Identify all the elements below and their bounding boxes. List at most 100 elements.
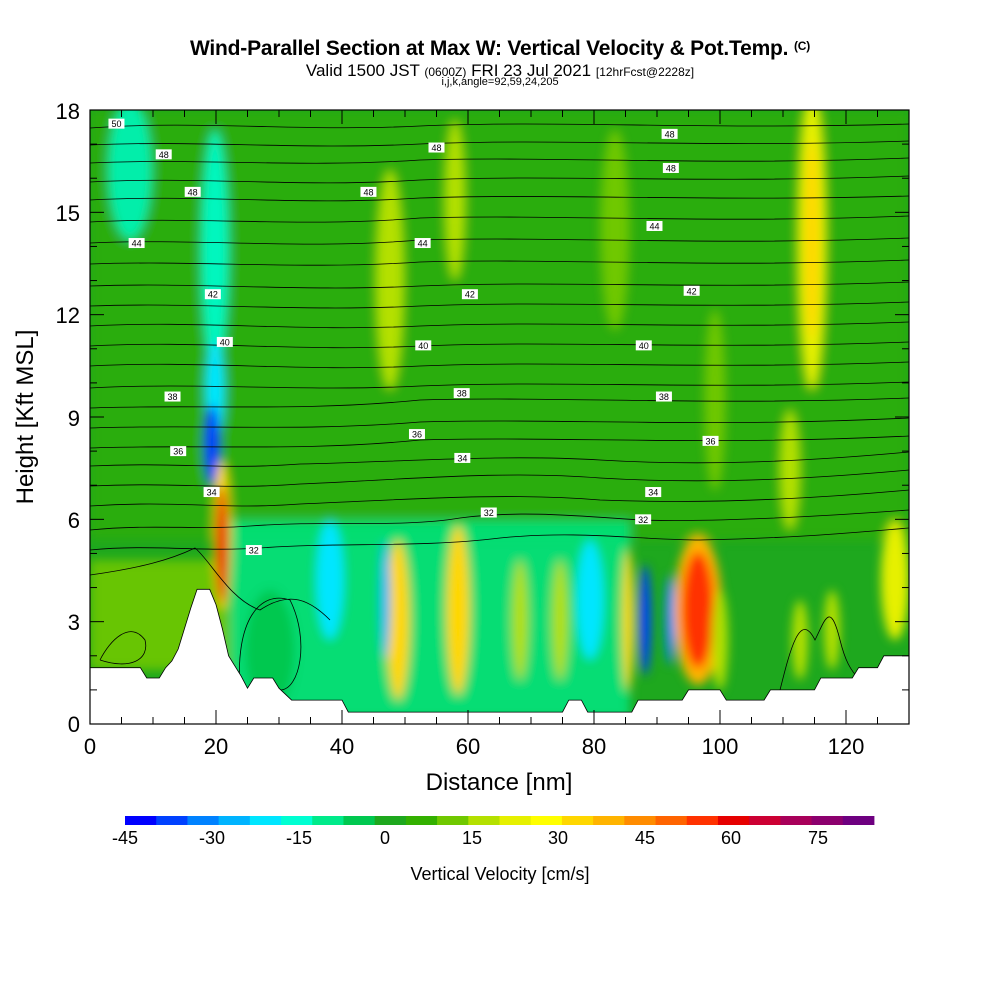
x-tick-label: 120 [828, 734, 865, 759]
theta-contour-label: 34 [203, 487, 220, 498]
x-tick-label: 0 [84, 734, 96, 759]
x-axis-label: Distance [nm] [426, 769, 573, 796]
theta-contour-label-text: 48 [363, 187, 373, 197]
colorbar-tick-label: 30 [548, 828, 568, 848]
colorbar-swatch [499, 816, 532, 825]
y-axis-tick-labels: 0 3 6 9 12 15 18 [56, 99, 80, 737]
theta-contour-label: 32 [635, 514, 652, 525]
theta-contour-label: 40 [216, 336, 233, 347]
colorbar-tick-label: 45 [635, 828, 655, 848]
theta-contour-label: 42 [204, 289, 221, 300]
theta-contour-label: 32 [245, 545, 262, 556]
contour-labels: 50 48 48 48 48 48 48 44 44 44 42 42 42 40 40 40 38 38 38 36… [108, 118, 719, 556]
colorbar-tick-labels: -45 -30 -15 0 15 30 45 60 75 [112, 828, 828, 848]
colorbar-swatch [281, 816, 313, 825]
theta-contour-label-text: 36 [412, 430, 422, 440]
theta-contour-label: 40 [415, 340, 432, 351]
colorbar-swatch [530, 816, 563, 825]
theta-contour-label-text: 44 [649, 221, 659, 231]
colorbar-swatch [343, 816, 376, 825]
theta-contour-label: 42 [683, 285, 700, 296]
theta-contour-label: 48 [184, 186, 201, 197]
colorbar-swatch [749, 816, 781, 825]
axis-ticks [89, 109, 910, 725]
colorbar-swatch [593, 816, 625, 825]
theta-contour-label: 44 [646, 220, 663, 231]
theta-contour-label: 34 [454, 452, 471, 463]
theta-contour-label-text: 38 [659, 392, 669, 402]
theta-contour-label-text: 32 [638, 515, 648, 525]
colorbar-swatch [218, 816, 251, 825]
colorbar-tick-label: 0 [380, 828, 390, 848]
theta-contour-label-text: 34 [457, 453, 467, 463]
theta-contour-label-text: 36 [706, 436, 716, 446]
vertical-velocity-field [90, 110, 909, 724]
colorbar-swatch [842, 816, 875, 825]
x-tick-label: 20 [204, 734, 228, 759]
colorbar-swatch [405, 816, 438, 825]
colorbar-swatch [468, 816, 500, 825]
colorbar-swatch [717, 816, 750, 825]
colorbar-swatch [561, 816, 594, 825]
theta-contour-label-text: 40 [220, 337, 230, 347]
potential-temperature-contours [90, 123, 909, 691]
theta-contour-label-text: 48 [159, 150, 169, 160]
theta-contour-label: 44 [414, 238, 431, 249]
theta-contour-label: 36 [408, 429, 425, 440]
colorbar-swatch [811, 816, 844, 825]
theta-contour-label: 48 [428, 142, 445, 153]
colorbar-tick-label: -15 [286, 828, 312, 848]
theta-contour-label-text: 48 [188, 187, 198, 197]
chart-indices: i,j,k,angle=92,59,24,205 [441, 76, 559, 88]
y-tick-label: 3 [68, 610, 80, 635]
y-tick-label: 9 [68, 406, 80, 431]
chart-title: Wind-Parallel Section at Max W: Vertical… [189, 37, 811, 60]
theta-contour-label: 40 [635, 340, 652, 351]
colorbar-swatch [655, 816, 688, 825]
theta-contour-label: 48 [662, 162, 679, 173]
theta-contour-label: 36 [702, 435, 719, 446]
colorbar-tick-label: 60 [721, 828, 741, 848]
colorbar-swatch [312, 816, 344, 825]
theta-contour-label-text: 44 [132, 239, 142, 249]
theta-contour-label: 44 [128, 238, 145, 249]
theta-contour-label-text: 40 [639, 341, 649, 351]
x-tick-label: 60 [456, 734, 480, 759]
colorbar-swatch [780, 816, 812, 825]
y-tick-label: 15 [56, 201, 80, 226]
colorbar [125, 816, 875, 825]
theta-contour-label-text: 40 [418, 341, 428, 351]
colorbar-swatch [624, 816, 656, 825]
theta-contour-label-text: 48 [665, 129, 675, 139]
theta-contour-label: 32 [480, 507, 497, 518]
theta-contour-label: 48 [360, 186, 377, 197]
theta-contour-label: 50 [108, 118, 125, 129]
theta-contour-label: 38 [453, 388, 470, 399]
theta-contour-label-text: 50 [111, 119, 121, 129]
theta-contour-label-text: 38 [168, 392, 178, 402]
colorbar-tick-label: -30 [199, 828, 225, 848]
colorbar-tick-label: 75 [808, 828, 828, 848]
theta-contour-label-text: 34 [648, 488, 658, 498]
colorbar-swatch [374, 816, 407, 825]
colorbar-swatch [686, 816, 719, 825]
x-tick-label: 100 [702, 734, 739, 759]
x-tick-label: 40 [330, 734, 354, 759]
x-tick-label: 80 [582, 734, 606, 759]
colorbar-swatch [156, 816, 188, 825]
theta-contour-label-text: 32 [484, 508, 494, 518]
y-tick-label: 0 [68, 712, 80, 737]
x-axis-tick-labels: 0 20 40 60 80 100 120 [84, 734, 864, 759]
theta-contour-label-text: 42 [208, 290, 218, 300]
colorbar-swatch [437, 816, 469, 825]
theta-contour-label-text: 42 [687, 286, 697, 296]
colorbar-swatch [125, 816, 157, 825]
theta-contour-label-text: 38 [457, 389, 467, 399]
colorbar-swatch [187, 816, 220, 825]
chart-subtitle: Valid 1500 JST (0600Z) FRI 23 Jul 2021 [… [305, 61, 695, 80]
y-axis-label: Height [Kft MSL] [12, 330, 39, 505]
theta-contour-label-text: 42 [465, 290, 475, 300]
theta-contour-label-text: 44 [418, 239, 428, 249]
theta-contour-label-text: 36 [173, 447, 183, 457]
